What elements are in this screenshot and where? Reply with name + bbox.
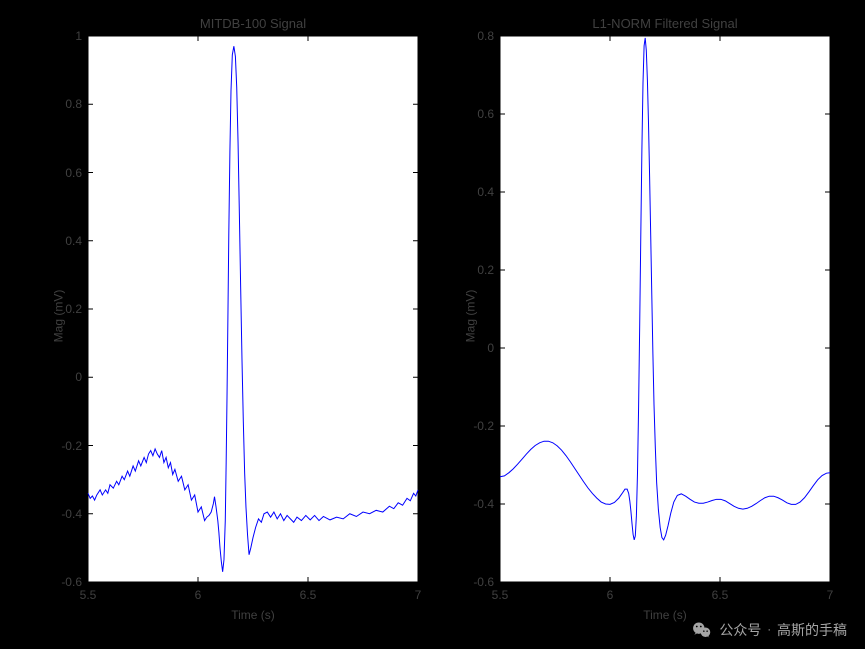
xtick-label: 7 [415,582,422,602]
wechat-icon [691,619,713,641]
watermark-text-2: 高斯的手稿 [777,620,847,640]
watermark: 公众号 · 高斯的手稿 [691,619,847,641]
signal-line [500,38,830,540]
xtick-label: 6.5 [300,582,317,602]
right-chart-svg [500,36,830,582]
ytick-label: -0.6 [61,575,88,589]
xtick-label: 6 [195,582,202,602]
left-chart: MITDB-100 Signal Time (s) Mag (mV) 5.566… [88,36,418,582]
ytick-label: 1 [75,29,88,43]
left-ylabel: Mag (mV) [51,290,65,343]
left-chart-svg [88,36,418,582]
left-xlabel: Time (s) [88,608,418,622]
ytick-label: 0.4 [65,234,88,248]
left-chart-title: MITDB-100 Signal [88,16,418,31]
xtick-label: 7 [827,582,834,602]
xtick-label: 6 [607,582,614,602]
right-ylabel: Mag (mV) [463,290,477,343]
ytick-label: 0.8 [65,97,88,111]
ytick-label: 0 [75,370,88,384]
ytick-label: 0.4 [477,185,500,199]
ytick-label: 0.8 [477,29,500,43]
ytick-label: 0 [487,341,500,355]
ytick-label: -0.6 [473,575,500,589]
ytick-label: 0.6 [65,166,88,180]
ytick-label: -0.2 [61,439,88,453]
right-chart: L1-NORM Filtered Signal Time (s) Mag (mV… [500,36,830,582]
ytick-label: 0.2 [65,302,88,316]
ytick-label: -0.4 [61,507,88,521]
ytick-label: 0.2 [477,263,500,277]
watermark-text-1: 公众号 [719,620,761,640]
signal-line [88,46,418,572]
xtick-label: 6.5 [712,582,729,602]
ytick-label: -0.4 [473,497,500,511]
watermark-separator: · [767,624,771,636]
ytick-label: -0.2 [473,419,500,433]
ytick-label: 0.6 [477,107,500,121]
right-chart-title: L1-NORM Filtered Signal [500,16,830,31]
